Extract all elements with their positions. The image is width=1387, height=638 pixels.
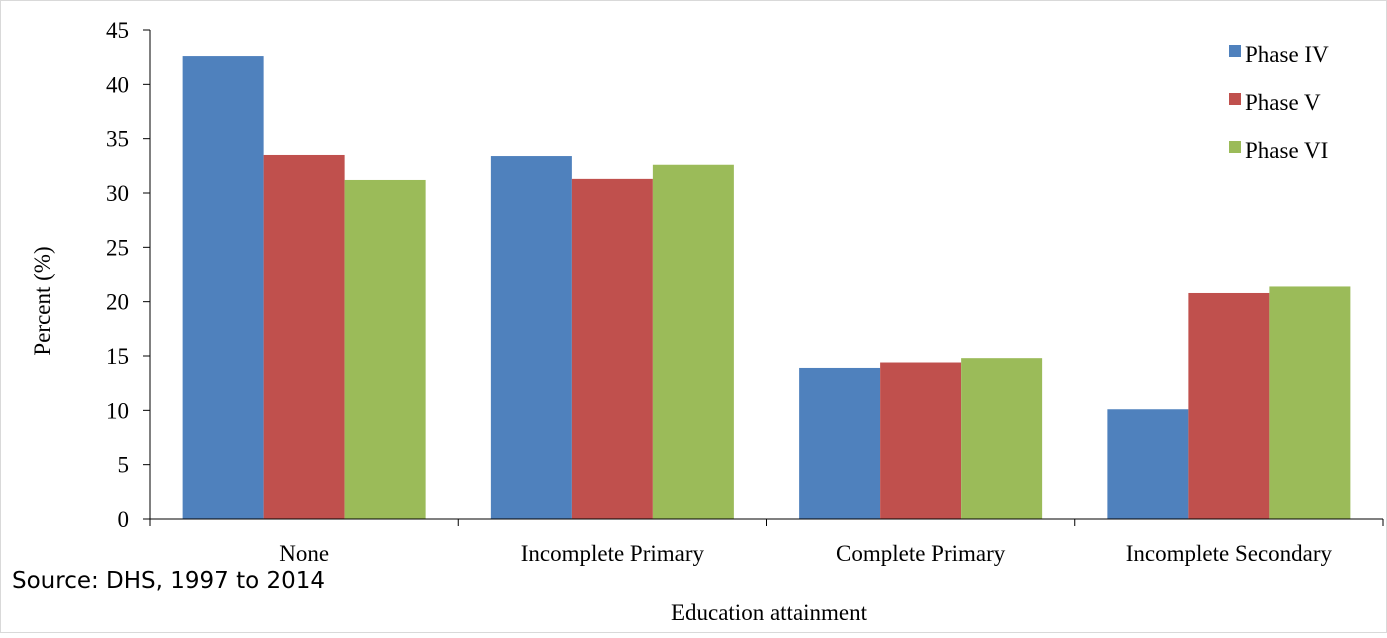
source-note: Source: DHS, 1997 to 2014 (12, 568, 326, 594)
labels-layer: 0 5 10 15 20 25 30 35 40 45 None Incomplete Primary… (106, 18, 1333, 566)
x-tick-label: Complete Primary (836, 541, 1006, 566)
bar-phase-vi-4 (1269, 286, 1351, 519)
bar-phase-v-4 (1188, 292, 1270, 519)
x-tick-label: Incomplete Primary (521, 541, 705, 566)
y-tick-label: 45 (106, 18, 129, 43)
bar-phase-v-3 (880, 362, 962, 519)
x-axis-label: Education attainment (671, 600, 868, 625)
legend-label: Phase V (1245, 90, 1321, 115)
bar-phase-iv-2 (490, 156, 572, 519)
legend-swatch (1229, 93, 1241, 105)
bar-phase-iv-1 (182, 56, 264, 520)
y-tick-label: 0 (118, 507, 130, 532)
legend-swatch (1229, 45, 1241, 57)
bar-phase-iv-3 (799, 367, 881, 519)
bar-phase-v-1 (263, 154, 345, 519)
legend-label: Phase VI (1245, 138, 1328, 163)
legend-swatch (1229, 141, 1241, 153)
bar-phase-iv-4 (1107, 409, 1189, 519)
legend-label: Phase IV (1245, 42, 1329, 67)
y-axis-label: Percent (%) (30, 246, 55, 355)
y-tick-label: 25 (106, 235, 129, 260)
bars-layer (182, 56, 1351, 520)
y-tick-label: 5 (118, 453, 130, 478)
x-tick-label: Incomplete Secondary (1126, 541, 1333, 566)
y-tick-label: 20 (106, 290, 129, 315)
x-tick-label: None (279, 541, 329, 566)
y-tick-label: 10 (106, 398, 129, 423)
y-tick-label: 40 (106, 72, 129, 97)
axes-layer (143, 29, 1384, 526)
bar-phase-vi-2 (652, 164, 734, 519)
y-tick-label: 35 (106, 127, 129, 152)
bar-phase-v-2 (571, 178, 653, 519)
y-tick-label: 15 (106, 344, 129, 369)
bar-phase-vi-1 (344, 179, 426, 519)
legend: Phase IV Phase V Phase VI (1229, 42, 1329, 163)
bar-phase-vi-3 (961, 358, 1043, 519)
y-tick-label: 30 (106, 181, 129, 206)
